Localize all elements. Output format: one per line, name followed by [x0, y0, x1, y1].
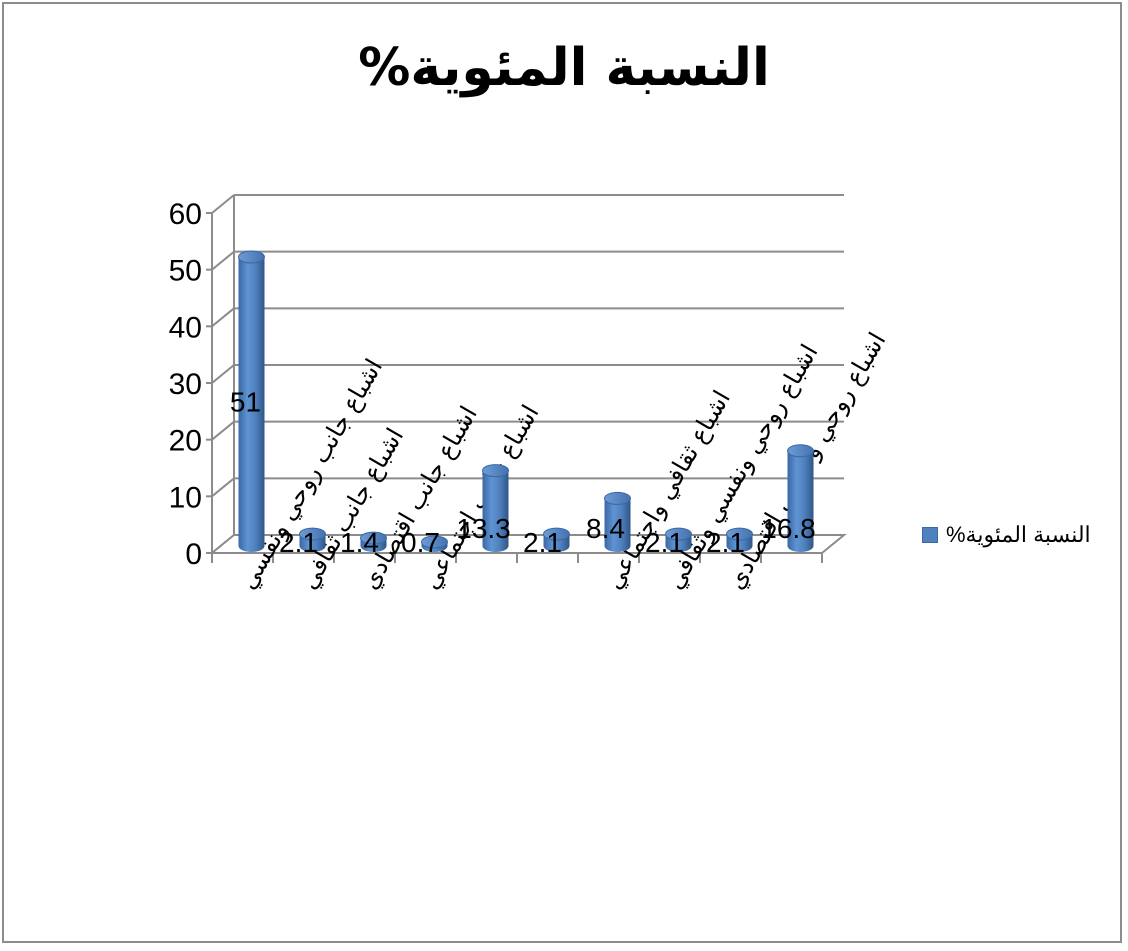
gridline-diagonal [211, 194, 235, 214]
y-tick-label: 10 [169, 481, 202, 514]
bar [299, 527, 326, 552]
bar-cap [665, 527, 692, 541]
data-label: 8.4 [586, 513, 625, 544]
x-tick-label: اشباع جانب اجتماعي [416, 400, 544, 594]
bar-cap [482, 464, 509, 478]
bar [604, 491, 631, 552]
data-label: 51 [230, 387, 261, 418]
gridline-diagonal [211, 477, 235, 498]
data-label: 0.7 [401, 527, 440, 558]
gridline-diagonal [211, 250, 235, 271]
bar [421, 535, 448, 552]
bar-body [238, 257, 265, 552]
y-tick-label: 20 [169, 425, 202, 458]
bar [726, 527, 753, 552]
gridline-diagonal [211, 307, 235, 328]
y-tick-label: 30 [169, 368, 202, 401]
bars [238, 250, 814, 552]
bar-cap [543, 527, 570, 541]
data-label: 1.4 [340, 527, 379, 558]
data-label: 2.1 [523, 527, 562, 558]
data-label: 13.3 [456, 513, 511, 544]
y-tick-label: 0 [185, 538, 202, 571]
bar-cap [360, 531, 387, 545]
bar [482, 464, 509, 552]
gridline-diagonal [211, 420, 235, 441]
legend-label: النسبة المئوية% [946, 522, 1091, 547]
bar [238, 250, 265, 552]
bar-cap [421, 535, 448, 549]
bar-cap [299, 527, 326, 541]
data-label: 2.1 [706, 527, 745, 558]
legend-swatch [922, 527, 938, 543]
bar-cap [726, 527, 753, 541]
data-label: 2.1 [645, 527, 684, 558]
bar-cap [238, 250, 265, 264]
bar-cap [787, 444, 814, 458]
y-tick-label: 60 [169, 198, 202, 231]
y-tick-label: 40 [169, 311, 202, 344]
gridline-diagonal [211, 364, 235, 384]
bar [360, 531, 387, 552]
data-label: 16.8 [761, 513, 816, 544]
bar-body [787, 450, 814, 552]
legend: النسبة المئوية% [922, 522, 1091, 548]
bar-body [604, 498, 631, 552]
chart-title: النسبة المئوية% [358, 38, 770, 98]
bar-body [482, 470, 509, 552]
bar [787, 444, 814, 552]
y-tick-label: 50 [169, 255, 202, 288]
data-label: 2.1 [279, 527, 318, 558]
bar-cap [604, 491, 631, 505]
bar [665, 527, 692, 552]
data-labels: 51 2.1 1.4 0.7 13.3 2.1 8.4 2.1 2.1 16.8 [230, 387, 816, 559]
bar [543, 527, 570, 552]
